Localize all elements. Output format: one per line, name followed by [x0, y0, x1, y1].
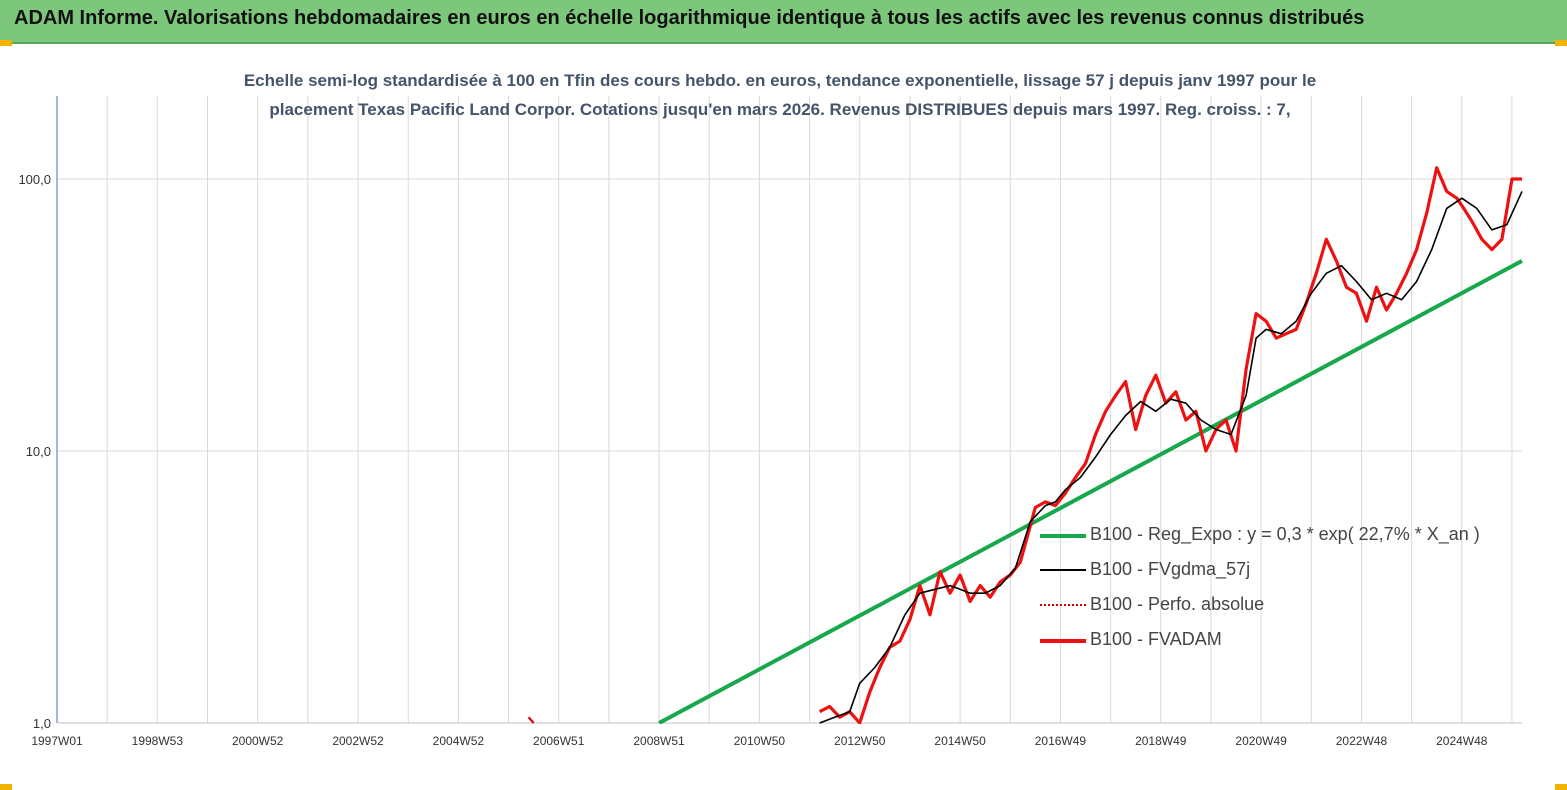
legend-item: B100 - Reg_Expo : y = 0,3 * exp( 22,7% *…: [1040, 520, 1500, 550]
x-tick-label: 2014W50: [934, 734, 986, 748]
y-tick-label: 100,0: [18, 172, 51, 187]
corner-marker-top-right: [1555, 40, 1567, 46]
legend-swatch: [1040, 604, 1086, 606]
x-tick-label: 2004W52: [433, 734, 485, 748]
y-tick-label: 1,0: [33, 716, 51, 731]
x-tick-label: 2006W51: [533, 734, 585, 748]
x-tick-label: 2022W48: [1336, 734, 1388, 748]
legend-swatch: [1040, 534, 1086, 538]
legend-label: B100 - FVADAM: [1090, 629, 1222, 649]
legend-label: B100 - Reg_Expo : y = 0,3 * exp( 22,7% *…: [1090, 524, 1480, 544]
x-tick-label: 2018W49: [1135, 734, 1187, 748]
banner-title: ADAM Informe. Valorisations hebdomadaire…: [14, 7, 1365, 29]
legend-item: B100 - FVgdma_57j: [1040, 555, 1500, 585]
series-line: [527, 716, 535, 724]
title-banner: ADAM Informe. Valorisations hebdomadaire…: [0, 0, 1567, 44]
series-line: [819, 191, 1523, 724]
legend-label: B100 - Perfo. absolue: [1090, 594, 1265, 614]
corner-marker-bottom-left: [0, 784, 12, 790]
axes: [56, 96, 1522, 724]
corner-marker-bottom-right: [1555, 784, 1567, 790]
x-tick-label: 2002W52: [332, 734, 384, 748]
subtitle-line-1: Echelle semi-log standardisée à 100 en T…: [243, 71, 1317, 90]
x-tick-label: 1997W01: [31, 734, 83, 748]
tick-labels: 100,0 10,0 1,0 1997W01 1998W53 2000W52 2002W52…: [18, 172, 1487, 748]
series-line: [658, 259, 1523, 724]
x-tick-label: 1998W53: [132, 734, 184, 748]
legend-swatch: [1040, 569, 1086, 571]
chart-plot: 100,0 10,0 1,0 1997W01 1998W53 2000W52 2002W52…: [18, 96, 1523, 748]
x-tick-label: 2008W51: [633, 734, 685, 748]
x-tick-label: 2000W52: [232, 734, 284, 748]
legend-swatch: [1040, 639, 1086, 643]
chart-subtitle: Echelle semi-log standardisée à 100 en T…: [150, 66, 1410, 124]
x-tick-label: 2020W49: [1235, 734, 1287, 748]
series-lines: [527, 166, 1523, 724]
subtitle-line-2: placement Texas Pacific Land Corpor. Cot…: [269, 100, 1291, 119]
corner-marker-top-left: [0, 40, 12, 46]
x-tick-label: 2012W50: [834, 734, 886, 748]
y-tick-label: 10,0: [26, 444, 51, 459]
legend-item: B100 - Perfo. absolue: [1040, 590, 1500, 620]
legend-item: B100 - FVADAM: [1040, 625, 1500, 655]
x-tick-label: 2010W50: [734, 734, 786, 748]
series-line: [818, 166, 1522, 724]
x-tick-label: 2024W48: [1436, 734, 1488, 748]
legend-label: B100 - FVgdma_57j: [1090, 559, 1251, 579]
grid-lines: [56, 96, 1522, 723]
x-tick-label: 2016W49: [1035, 734, 1087, 748]
